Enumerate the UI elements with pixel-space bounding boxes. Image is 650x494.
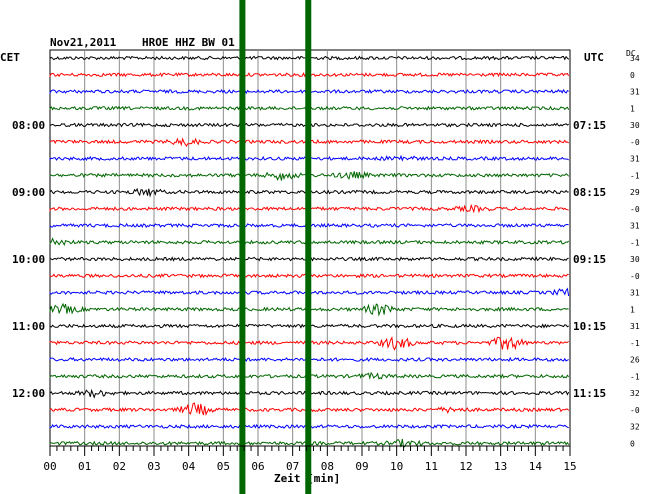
dc-value: -1 xyxy=(630,171,640,180)
x-tick-label: 14 xyxy=(529,460,543,473)
x-tick-label: 12 xyxy=(459,460,472,473)
x-tick-label: 00 xyxy=(43,460,56,473)
time-marker xyxy=(239,0,246,494)
dc-value: -1 xyxy=(630,339,640,348)
x-tick-label: 06 xyxy=(251,460,264,473)
dc-value: 32 xyxy=(630,423,640,432)
cet-time-label: 09:00 xyxy=(12,186,45,199)
time-marker xyxy=(305,0,312,494)
left-zone-label: CET xyxy=(0,51,20,64)
cet-time-label: 08:00 xyxy=(12,119,45,132)
dc-value: 30 xyxy=(630,255,640,264)
dc-value: -1 xyxy=(630,372,640,381)
grid-lines xyxy=(49,49,571,447)
dc-value: 31 xyxy=(630,322,640,331)
dc-value: 31 xyxy=(630,289,640,298)
dc-value: 1 xyxy=(630,305,635,314)
dc-value: 26 xyxy=(630,356,640,365)
dc-value: -0 xyxy=(630,272,640,281)
x-tick-label: 09 xyxy=(355,460,368,473)
dc-label: DC xyxy=(626,49,636,58)
dc-value: -0 xyxy=(630,138,640,147)
utc-time-label: 09:15 xyxy=(573,253,606,266)
x-tick-label: 13 xyxy=(494,460,507,473)
x-tick-label: 01 xyxy=(78,460,91,473)
dc-value: 0 xyxy=(630,439,635,448)
x-tick-label: 15 xyxy=(563,460,576,473)
cet-time-label: 10:00 xyxy=(12,253,45,266)
date-title: Nov21,2011 xyxy=(50,36,117,49)
dc-value: -0 xyxy=(630,406,640,415)
utc-time-label: 10:15 xyxy=(573,320,606,333)
dc-value: 1 xyxy=(630,104,635,113)
time-labels: 34 0 31 1 30 -0 31 -1 29 -0 31 -1 30 -0 31 1 31 -1 26 -1 32 -… xyxy=(12,54,640,448)
cet-time-label: 12:00 xyxy=(12,387,45,400)
x-tick-label: 07 xyxy=(286,460,299,473)
dc-value: 29 xyxy=(630,188,640,197)
x-tick-label: 05 xyxy=(217,460,230,473)
x-tick-label: 04 xyxy=(182,460,196,473)
dc-value: 31 xyxy=(630,88,640,97)
x-tick-label: 10 xyxy=(390,460,403,473)
dc-value: 30 xyxy=(630,121,640,130)
x-tick-label: 08 xyxy=(321,460,334,473)
dc-value: -0 xyxy=(630,205,640,214)
station-title: HROE HHZ BW 01 xyxy=(142,36,235,49)
utc-time-label: 07:15 xyxy=(573,119,606,132)
dc-value: -1 xyxy=(630,238,640,247)
utc-time-label: 11:15 xyxy=(573,387,606,400)
x-tick-label: 11 xyxy=(425,460,438,473)
dc-value: 0 xyxy=(630,71,635,80)
x-axis: 00 01 02 03 04 05 06 07 08 09 10 11 12 13 14 15 xyxy=(43,445,577,473)
cet-time-label: 11:00 xyxy=(12,320,45,333)
dc-value: 31 xyxy=(630,155,640,164)
right-zone-label: UTC xyxy=(584,51,604,64)
dc-value: 31 xyxy=(630,222,640,231)
x-tick-label: 02 xyxy=(113,460,126,473)
dc-value: 34 xyxy=(630,54,640,63)
dc-value: 32 xyxy=(630,389,640,398)
utc-time-label: 08:15 xyxy=(573,186,606,199)
x-tick-label: 03 xyxy=(147,460,160,473)
marker-group xyxy=(239,0,312,494)
